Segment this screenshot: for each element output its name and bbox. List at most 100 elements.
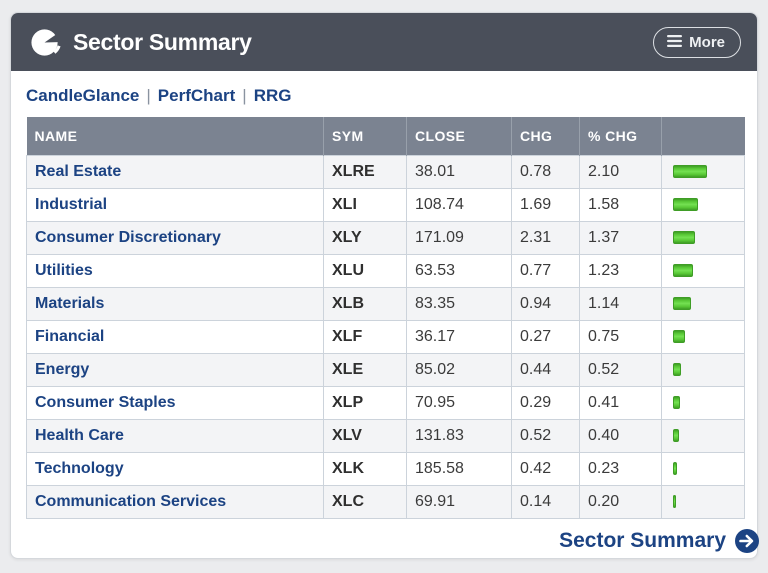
- pct-chg-bar: [673, 165, 707, 178]
- more-button[interactable]: More: [653, 26, 741, 58]
- pct-chg-bar: [673, 231, 695, 244]
- pct-chg-bar: [673, 198, 698, 211]
- chg-cell: 0.77: [511, 253, 580, 288]
- pct-chg-bar: [673, 264, 693, 277]
- sector-table-head: NAME SYM CLOSE CHG % CHG: [26, 117, 745, 155]
- pct-chg-bar: [673, 429, 679, 442]
- sector-summary-widget: Sector Summary More CandleGlance | PerfCha…: [10, 12, 759, 559]
- table-row: Energy XLE 85.02 0.44 0.52: [26, 352, 745, 387]
- pct-chg-cell: 1.58: [579, 187, 662, 222]
- chg-cell: 0.27: [511, 319, 580, 354]
- column-header-pct-chg: % CHG: [579, 117, 662, 155]
- symbol-cell: XLK: [323, 451, 407, 486]
- table-row: Health Care XLV 131.83 0.52 0.40: [26, 418, 745, 453]
- pct-chg-bar: [673, 462, 677, 475]
- close-cell: 36.17: [406, 319, 512, 354]
- perfchart-link[interactable]: PerfChart: [157, 86, 236, 105]
- sector-summary-footer-link[interactable]: Sector Summary: [559, 528, 759, 553]
- pct-chg-cell: 1.23: [579, 253, 662, 288]
- column-header-chg: CHG: [511, 117, 580, 155]
- widget-title: Sector Summary: [73, 28, 252, 55]
- sector-name-link[interactable]: Materials: [35, 294, 105, 312]
- pct-chg-cell: 1.37: [579, 220, 662, 255]
- chart-nav-links: CandleGlance | PerfChart | RRG: [26, 86, 742, 106]
- symbol-cell: XLP: [323, 385, 407, 420]
- chg-cell: 1.69: [511, 187, 580, 222]
- symbol-cell: XLB: [323, 286, 407, 321]
- nav-separator: |: [242, 86, 247, 105]
- pct-chg-cell: 0.52: [579, 352, 662, 387]
- chg-cell: 0.94: [511, 286, 580, 321]
- sector-table-body: Real Estate XLRE 38.01 0.78 2.10 Industr…: [26, 154, 745, 519]
- pct-chg-bar: [673, 396, 680, 409]
- table-row: Financial XLF 36.17 0.27 0.75: [26, 319, 745, 354]
- arrow-right-circle-icon: [735, 528, 759, 553]
- table-row: Consumer Discretionary XLY 171.09 2.31 1…: [26, 220, 745, 255]
- pct-chg-cell: 0.20: [579, 484, 662, 519]
- close-cell: 85.02: [406, 352, 512, 387]
- pct-chg-bar: [673, 330, 685, 343]
- symbol-cell: XLE: [323, 352, 407, 387]
- sector-name-link[interactable]: Utilities: [35, 261, 93, 279]
- table-row: Communication Services XLC 69.91 0.14 0.…: [26, 484, 745, 519]
- sector-name-link[interactable]: Communication Services: [35, 492, 227, 510]
- candleglance-link[interactable]: CandleGlance: [26, 86, 140, 105]
- close-cell: 83.35: [406, 286, 512, 321]
- pct-chg-bar: [673, 363, 681, 376]
- table-row: Consumer Staples XLP 70.95 0.29 0.41: [26, 385, 745, 420]
- table-row: Technology XLK 185.58 0.42 0.23: [26, 451, 745, 486]
- pct-chg-cell: 0.23: [579, 451, 662, 486]
- pct-chg-cell: 0.40: [579, 418, 662, 453]
- close-cell: 63.53: [406, 253, 512, 288]
- column-header-sym: SYM: [323, 117, 407, 155]
- rrg-link[interactable]: RRG: [253, 86, 292, 105]
- widget-header: Sector Summary More: [11, 13, 757, 71]
- chg-cell: 0.29: [511, 385, 580, 420]
- sector-name-link[interactable]: Technology: [35, 459, 124, 477]
- pct-chg-cell: 0.75: [579, 319, 662, 354]
- sector-name-link[interactable]: Energy: [35, 360, 90, 378]
- widget-body: CandleGlance | PerfChart | RRG NAME SYM CLOS…: [11, 71, 759, 553]
- pct-chg-cell: 0.41: [579, 385, 662, 420]
- table-row: Utilities XLU 63.53 0.77 1.23: [26, 253, 745, 288]
- sector-name-link[interactable]: Industrial: [35, 195, 108, 213]
- symbol-cell: XLI: [323, 187, 407, 222]
- pct-chg-bar: [673, 495, 676, 508]
- close-cell: 185.58: [406, 451, 512, 486]
- chg-cell: 0.42: [511, 451, 580, 486]
- footer-link-label: Sector Summary: [559, 528, 726, 552]
- chg-cell: 0.52: [511, 418, 580, 453]
- close-cell: 70.95: [406, 385, 512, 420]
- sector-name-link[interactable]: Consumer Staples: [35, 393, 176, 411]
- pie-chart-logo-icon: [29, 26, 62, 59]
- table-row: Materials XLB 83.35 0.94 1.14: [26, 286, 745, 321]
- symbol-cell: XLRE: [323, 154, 407, 189]
- symbol-cell: XLU: [323, 253, 407, 288]
- sector-name-link[interactable]: Financial: [35, 327, 105, 345]
- more-button-label: More: [689, 33, 725, 51]
- column-header-name: NAME: [26, 117, 324, 155]
- close-cell: 171.09: [406, 220, 512, 255]
- sector-name-link[interactable]: Real Estate: [35, 162, 122, 180]
- sector-name-link[interactable]: Consumer Discretionary: [35, 228, 221, 246]
- symbol-cell: XLF: [323, 319, 407, 354]
- pct-chg-cell: 1.14: [579, 286, 662, 321]
- close-cell: 108.74: [406, 187, 512, 222]
- symbol-cell: XLC: [323, 484, 407, 519]
- close-cell: 38.01: [406, 154, 512, 189]
- table-row: Industrial XLI 108.74 1.69 1.58: [26, 187, 745, 222]
- close-cell: 69.91: [406, 484, 512, 519]
- close-cell: 131.83: [406, 418, 512, 453]
- widget-footer: Sector Summary: [41, 528, 759, 553]
- chg-cell: 2.31: [511, 220, 580, 255]
- sector-name-link[interactable]: Health Care: [35, 426, 124, 444]
- sector-table: NAME SYM CLOSE CHG % CHG Real Estate XLR…: [26, 117, 745, 519]
- nav-separator: |: [146, 86, 151, 105]
- symbol-cell: XLV: [323, 418, 407, 453]
- symbol-cell: XLY: [323, 220, 407, 255]
- pct-chg-cell: 2.10: [579, 154, 662, 189]
- column-header-close: CLOSE: [406, 117, 512, 155]
- chg-cell: 0.78: [511, 154, 580, 189]
- table-row: Real Estate XLRE 38.01 0.78 2.10: [26, 154, 745, 189]
- chg-cell: 0.14: [511, 484, 580, 519]
